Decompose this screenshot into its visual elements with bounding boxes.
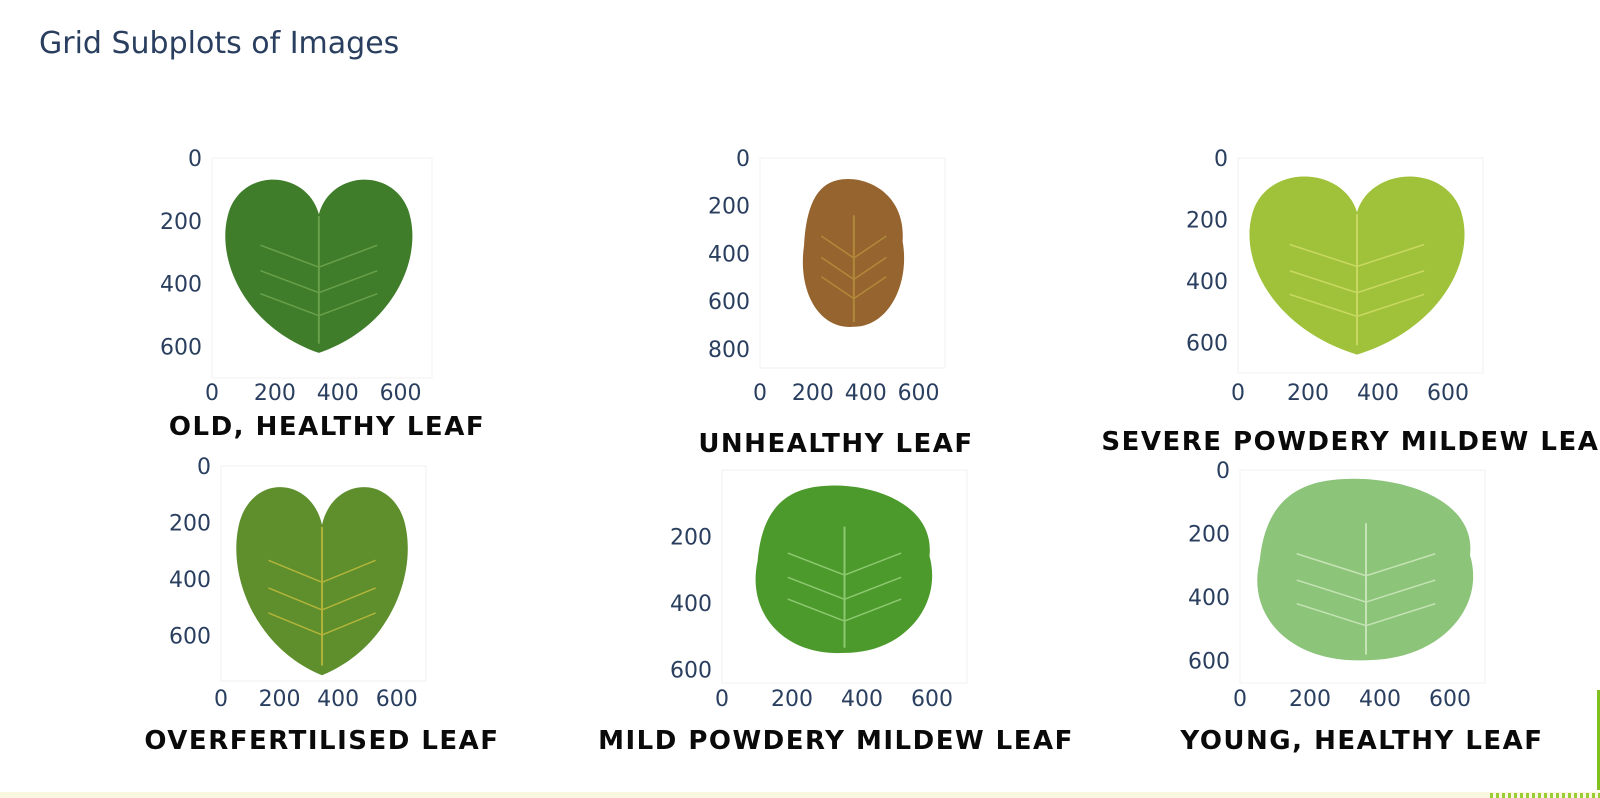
subplot-title: SEVERE POWDERY MILDEW LEAF [1101,427,1600,457]
y-tick-label: 400 [160,273,202,298]
y-tick-label: 800 [708,338,750,363]
bottom-border [0,792,1600,798]
x-tick-label: 400 [1359,687,1401,712]
leaf-vein [1289,243,1425,268]
leaf-vein [820,256,887,281]
y-tick-label: 200 [1186,208,1228,233]
subplot-4: 0 200 400 600 0 200 400 600 OVERFERTILISED LEAF [144,455,499,756]
y-tick-label: 0 [188,147,202,172]
subplot-title: UNHEALTHY LEAF [698,429,973,459]
chart-title: Grid Subplots of Images [39,26,400,61]
x-tick-label: 400 [841,687,883,712]
y-tick-label: 200 [1188,523,1230,548]
x-tick-label: 400 [845,381,887,406]
y-tick-label: 200 [708,195,750,220]
x-tick-label: 600 [1427,381,1469,406]
leaf-vein [260,270,378,294]
x-tick-label: 200 [259,687,301,712]
x-tick-label: 400 [317,381,359,406]
x-tick-label: 600 [376,687,418,712]
y-tick-label: 400 [670,592,712,617]
leaf-vein [820,276,887,300]
corner-decoration [1490,793,1600,798]
x-tick-label: 200 [771,687,813,712]
x-tick-label: 0 [753,381,767,406]
y-tick-label: 0 [197,455,211,480]
leaf-vein [260,244,378,268]
y-tick-label: 400 [1188,586,1230,611]
edge-decoration [1597,690,1600,790]
subplot-title: OVERFERTILISED LEAF [144,726,499,756]
y-tick-label: 600 [160,336,202,361]
y-tick-label: 200 [160,210,202,235]
x-tick-label: 600 [898,381,940,406]
leaf-vein [268,559,376,583]
x-tick-label: 400 [317,687,359,712]
x-tick-label: 0 [715,687,729,712]
y-tick-label: 600 [169,625,211,650]
leaf-vein [820,235,887,259]
y-tick-label: 0 [1214,147,1228,172]
leaf-vein [1296,602,1436,627]
x-tick-label: 0 [1233,687,1247,712]
y-tick-label: 600 [670,659,712,684]
x-tick-label: 0 [1231,381,1245,406]
leaf-vein [1296,579,1436,603]
x-tick-label: 200 [1287,381,1329,406]
x-tick-label: 200 [1289,687,1331,712]
leaf-vein [268,612,376,636]
y-tick-label: 0 [1216,459,1230,484]
subplot-title: MILD POWDERY MILDEW LEAF [598,726,1074,756]
y-tick-label: 600 [708,290,750,315]
y-tick-label: 400 [708,242,750,267]
leaf-vein [260,292,378,317]
y-tick-label: 600 [1186,331,1228,356]
leaf-vein [787,552,902,576]
y-tick-label: 400 [169,568,211,593]
leaf-vein [787,598,902,622]
x-tick-label: 200 [254,381,296,406]
leaf-vein [1289,293,1425,318]
y-tick-label: 600 [1188,650,1230,675]
leaf-vein [787,576,902,600]
x-tick-label: 0 [214,687,228,712]
subplot-title: YOUNG, HEALTHY LEAF [1179,726,1543,756]
leaf-vein [1296,553,1436,577]
y-tick-label: 200 [670,526,712,551]
y-tick-label: 200 [169,512,211,537]
x-tick-label: 600 [1429,687,1471,712]
x-tick-label: 600 [911,687,953,712]
x-tick-label: 200 [792,381,834,406]
x-tick-label: 0 [205,381,219,406]
x-tick-label: 400 [1357,381,1399,406]
subplot-title: OLD, HEALTHY LEAF [169,412,485,442]
y-tick-label: 0 [736,147,750,172]
leaf-vein [268,587,376,611]
x-tick-label: 600 [380,381,422,406]
leaf-vein [1289,270,1425,294]
y-tick-label: 400 [1186,270,1228,295]
